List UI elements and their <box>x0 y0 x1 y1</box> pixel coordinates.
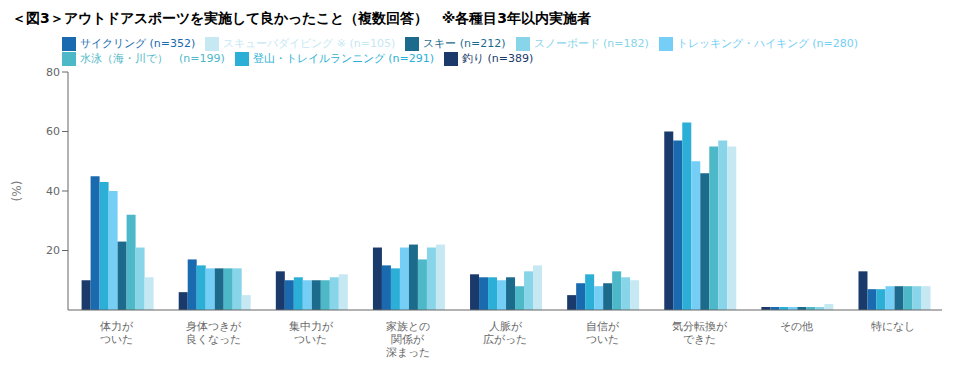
svg-text:自信がついた: 自信がついた <box>586 320 620 346</box>
html-text:スキューバダイビング ※ (n=105): スキューバダイビング ※ (n=105) <box>223 37 396 50</box>
html-text:サイクリング (n=352): サイクリング (n=352) <box>80 37 196 50</box>
svg-text:その他: その他 <box>780 320 813 333</box>
html-text:トレッキング・ハイキング (n=280): トレッキング・ハイキング (n=280) <box>676 37 858 50</box>
svg-text:60: 60 <box>46 125 60 138</box>
html-text:＜図3＞アウトドアスポーツを実施して良かったこと（複数回答）: ＜図3＞アウトドアスポーツを実施して良かったこと（複数回答） ※各種目3年以内実… <box>12 10 592 26</box>
html-text:水泳（海・川で） (n=199): 水泳（海・川で） (n=199) <box>80 52 225 65</box>
svg-text:特になし: 特になし <box>871 320 915 333</box>
svg-text:40: 40 <box>46 185 60 198</box>
html-text:釣り (n=389): 釣り (n=389) <box>462 52 534 65</box>
html-text:スノーボード (n=182): スノーボード (n=182) <box>533 37 649 50</box>
html-text:登山・トレイルランニング (n=291): 登山・トレイルランニング (n=291) <box>252 52 434 65</box>
svg-text:身体つきが良くなった: 身体つきが良くなった <box>186 320 242 346</box>
svg-text:気分転換ができた: 気分転換ができた <box>672 320 728 346</box>
svg-text:家族との関係が深まった: 家族との関係が深まった <box>386 320 430 359</box>
svg-text:集中力がついた: 集中力がついた <box>289 320 334 346</box>
svg-text:人脈が広がった: 人脈が広がった <box>483 320 527 346</box>
svg-text:(%): (%) <box>10 181 24 202</box>
svg-text:20: 20 <box>46 244 60 257</box>
html-text:スキー (n=212): スキー (n=212) <box>423 37 506 50</box>
svg-text:体力がついた: 体力がついた <box>100 320 134 346</box>
svg-text:80: 80 <box>46 66 60 79</box>
